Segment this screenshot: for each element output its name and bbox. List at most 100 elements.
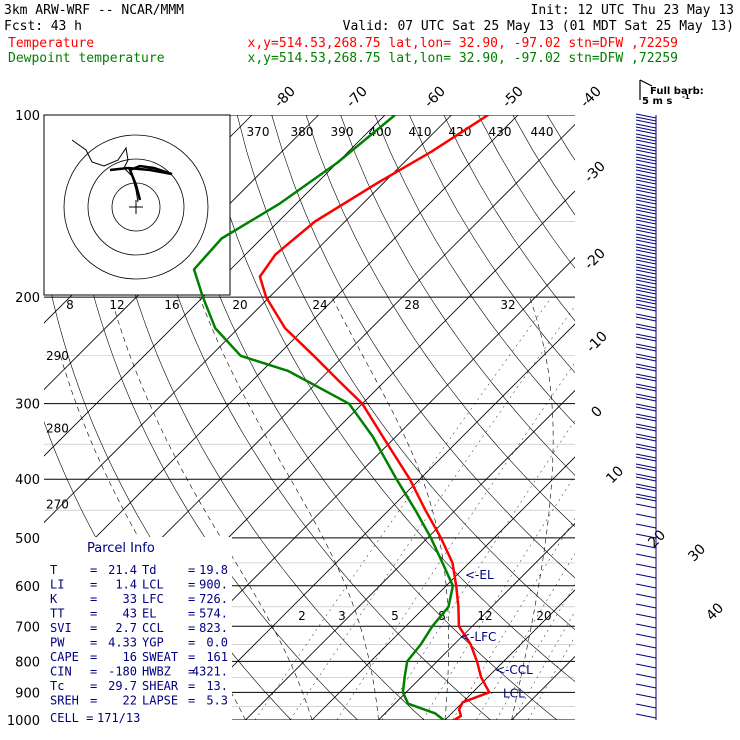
moist-adiabat-30 [511,297,554,720]
parcel-key: SREH [50,694,79,708]
wind-barb [635,423,657,429]
wind-barb [635,693,657,699]
parcel-marker: <-LFC [460,630,496,644]
wind-barb [635,266,657,272]
wind-barb [635,333,657,339]
parcel-eq: = [188,636,195,650]
pressure-label-900: 900 [15,686,40,701]
isotherm-0 [311,456,575,720]
wind-barb [635,169,657,175]
wind-barb [635,366,657,372]
wind-barb [635,513,657,519]
parcel-value: 5.3 [206,694,228,708]
parcel-eq: = [90,563,97,577]
wind-barbs [635,113,657,720]
parcel-eq: = [188,621,195,635]
parcel-value: 2.7 [115,621,137,635]
parcel-key: SHEAR [142,679,179,693]
wind-barb [635,133,657,139]
wind-barb [635,473,657,479]
dry-adiabat-430 [582,115,740,720]
dry-adiabat-300 [133,115,491,720]
dry-adiabat-450 [651,115,740,720]
dry-adiabat-440 [616,115,740,720]
wind-barb [635,446,657,452]
wind-barb [635,246,657,252]
wind-barb [635,356,657,362]
fcst-hours: 43 h [51,19,82,34]
wind-barb [635,436,657,442]
dry-adiabat-340 [271,115,575,579]
parcel-key: CCL [142,621,164,635]
dry-adiabat-310 [168,115,558,720]
isotherm-20 [444,589,575,720]
dewpoint-location: x,y=514.53,268.75 lat,lon= 32.90, -97.02… [248,51,678,66]
wind-barb [635,153,657,159]
wind-barb [635,113,657,119]
parcel-key: T [50,563,57,577]
parcel-key: HWBZ [142,665,171,679]
parcel-key: Td [142,563,156,577]
mixing-ratio-label-upper: 20 [232,298,247,312]
wind-barb [635,243,657,249]
parcel-eq: = [188,694,195,708]
parcel-eq: = [188,607,195,621]
wind-key-line2: 5 m s [642,96,672,107]
wind-barb [635,186,657,192]
wind-barb [635,203,657,209]
wind-barb [635,273,657,279]
parcel-value: 43 [123,607,137,621]
wind-barb [635,573,657,579]
dry-adiabat-400 [478,115,575,269]
wind-barb [635,633,657,639]
wind-barb [635,189,657,195]
wind-barb [635,229,657,235]
parcel-eq: = [90,679,97,693]
right-isotherm-label: -20 [581,245,608,272]
wind-key-exponent: -1 [682,93,690,101]
parcel-value: 4321. [192,665,228,679]
parcel-value: 21.4 [108,563,137,577]
pressure-label-1000: 1000 [7,714,40,729]
wind-barb [635,259,657,265]
temperature-legend: Temperature [8,36,94,51]
mixing-ratio-3 [289,305,575,720]
wind-barb [635,139,657,145]
parcel-eq: = [90,650,97,664]
theta-label: 370 [247,125,270,139]
mixing-ratio-24 [495,583,575,720]
wind-barb [635,289,657,295]
wind-barb [635,613,657,619]
pressure-label-200: 200 [15,291,40,306]
wind-barb [635,346,657,352]
wind-barb [635,249,657,255]
parcel-value: 4.33 [108,636,137,650]
wind-barb [635,256,657,262]
wind-barb [635,276,657,282]
isotherm-50 [645,115,740,720]
top-isotherm-label: -50 [499,83,526,110]
mixing-ratio-8 [381,419,575,720]
mixing-ratio-label-upper: 12 [109,298,124,312]
parcel-eq: = [90,578,97,592]
wind-barb [635,163,657,169]
wind-barb [635,393,657,399]
parcel-eq: = [90,607,97,621]
mixing-ratio-20 [476,553,575,720]
wind-barb [635,149,657,155]
parcel-key: LI [50,578,64,592]
parcel-eq: = [90,694,97,708]
hodograph-ring-outer [63,134,209,280]
wind-barb [635,323,657,329]
profiles [192,115,491,720]
right-isotherm-label: 30 [685,541,709,565]
wind-barb [635,413,657,419]
parcel-value: 22 [123,694,137,708]
wind-barb [635,166,657,172]
parcel-value: 13. [206,679,228,693]
wind-barb [635,563,657,569]
wind-barb [635,223,657,229]
parcel-eq: = [90,636,97,650]
dry-adiabat-290 [99,115,425,720]
wind-barb [635,453,657,459]
